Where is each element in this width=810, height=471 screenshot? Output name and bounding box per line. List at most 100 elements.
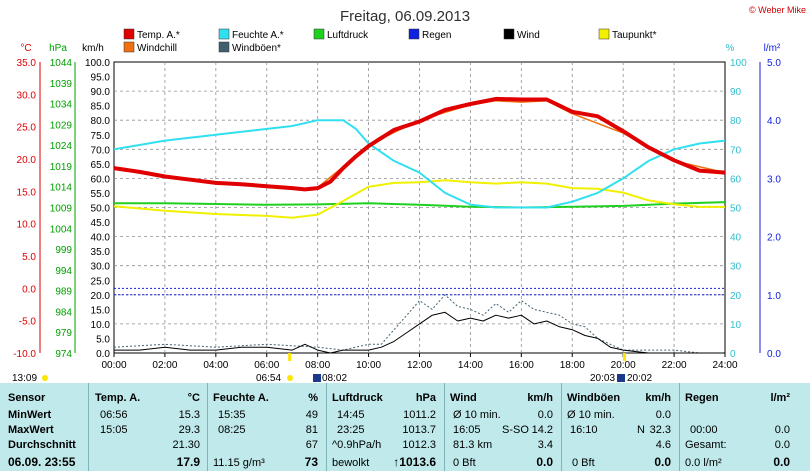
temp-axis-unit: °C [20, 43, 31, 54]
gust-current-value: 0.0 [654, 455, 671, 469]
row-max-label: MaxWert [8, 424, 54, 436]
rain-tick-label: 0.0 [767, 349, 781, 360]
legend-label: Wind [517, 30, 540, 41]
gust-min-value: 0.0 [655, 409, 671, 421]
pct-tick-label: 10 [730, 320, 742, 331]
row-min-label: MinWert [8, 409, 52, 421]
temp-tick-label: 15.0 [17, 187, 37, 198]
rain-max-time: 00:00 [690, 424, 718, 436]
temp-min-time: 06:56 [100, 409, 128, 421]
pct-tick-label: 70 [730, 145, 742, 156]
hum-header: Feuchte A. [213, 392, 269, 404]
series-line-luftdruck [114, 201, 726, 209]
wind-max-value: 14.2 [531, 424, 553, 436]
legend-label: Temp. A.* [137, 30, 180, 41]
legend-swatch [408, 28, 420, 40]
rain-tick-label: 5.0 [767, 58, 781, 69]
temp-tick-label: 35.0 [17, 58, 37, 69]
hum-max-value: 81 [305, 424, 318, 436]
rain-header: Regen [685, 392, 719, 404]
press-avg-value: 1012.3 [402, 439, 436, 451]
temp-tick-label: 5.0 [22, 252, 36, 263]
x-tick-label: 14:00 [458, 360, 483, 371]
x-tick-label: 18:00 [560, 360, 585, 371]
hpa-tick-label: 1009 [50, 204, 73, 215]
kmh-tick-label: 75.0 [91, 131, 111, 142]
wind-avg-value: 3.4 [537, 439, 553, 451]
temp-tick-label: 0.0 [22, 284, 36, 295]
rain-tick-label: 4.0 [767, 116, 781, 127]
axis-ticks: 35.0 30.0 25.0 20.0 15.0 10.0 5.0 0.0 -5.0 -10.0 1… [13, 58, 781, 371]
wind-max-dir: S-SO [502, 424, 529, 436]
left-sun-icon [42, 375, 48, 381]
kmh-tick-label: 85.0 [91, 102, 111, 113]
wind-min-label: Ø 10 min. [453, 409, 501, 421]
hpa-tick-label: 999 [55, 245, 72, 256]
kmh-tick-label: 60.0 [91, 174, 111, 185]
kmh-tick-label: 20.0 [91, 291, 111, 302]
hum-min-value: 49 [305, 409, 318, 421]
col-divider [679, 383, 680, 471]
hpa-tick-label: 1029 [50, 120, 73, 131]
legend-swatch [503, 28, 515, 40]
row-avg-label: Durchschnitt [8, 439, 76, 451]
kmh-tick-label: 10.0 [91, 320, 111, 331]
moon-icon [313, 374, 321, 382]
press-current-value: ↑1013.6 [393, 455, 436, 469]
press-min-time: 14:45 [337, 409, 365, 421]
pct-tick-label: 0 [730, 349, 736, 360]
col-divider [88, 383, 89, 471]
kmh-tick-label: 40.0 [91, 233, 111, 244]
hum-abs-value: 11.15 g/m³ [213, 457, 265, 469]
wind-current-value: 0.0 [536, 455, 553, 469]
col-divider [561, 383, 562, 471]
hum-current-value: 73 [304, 455, 318, 469]
wind-header: Wind [450, 392, 477, 404]
wind-max-time: 16:05 [453, 424, 481, 436]
kmh-tick-label: 90.0 [91, 87, 111, 98]
hpa-tick-label: 1024 [50, 141, 73, 152]
pct-tick-label: 50 [730, 204, 742, 215]
sensor-header: Sensor [8, 392, 46, 404]
gust-max-value: 32.3 [649, 424, 671, 436]
moonset-icon [617, 374, 625, 382]
legend-label: Feuchte A.* [232, 30, 284, 41]
x-tick-label: 24:00 [712, 360, 737, 371]
series-line-taupunkt [113, 179, 725, 219]
rain-max-value: 0.0 [774, 424, 790, 436]
rain-tick-label: 2.0 [767, 233, 781, 244]
x-tick-label: 22:00 [662, 360, 687, 371]
kmh-axis-unit: km/h [82, 43, 104, 54]
temp-avg-value: 21.30 [172, 439, 200, 451]
kmh-tick-label: 80.0 [91, 116, 111, 127]
sunrise-time: 06:54 [256, 373, 281, 383]
x-tick-label: 02:00 [152, 360, 177, 371]
temp-max-value: 29.3 [178, 424, 200, 436]
press-trend: ^0.9hPa/h [332, 439, 382, 451]
legend-swatch [218, 41, 230, 53]
legend-label: Regen [422, 30, 451, 41]
kmh-tick-label: 45.0 [91, 218, 111, 229]
hpa-tick-label: 989 [55, 287, 72, 298]
kmh-tick-label: 100.0 [85, 58, 110, 69]
wind-min-value: 0.0 [537, 409, 553, 421]
hpa-tick-label: 974 [55, 349, 72, 360]
hpa-tick-label: 1034 [50, 100, 73, 111]
x-tick-label: 04:00 [203, 360, 228, 371]
press-min-value: 1011.2 [403, 409, 436, 421]
press-header: Luftdruck [332, 392, 383, 404]
kmh-tick-label: 95.0 [91, 73, 111, 84]
sun-markers: 06:54 08:02 20:03 20:02 13:09 [12, 373, 652, 383]
rain-tick-label: 1.0 [767, 291, 781, 302]
rain-axis-unit: l/m² [764, 43, 781, 54]
rain-total-label: Gesamt: [685, 439, 727, 451]
kmh-tick-label: 5.0 [96, 334, 110, 345]
rain-total-value: 0.0 [774, 439, 790, 451]
x-tick-label: 00:00 [101, 360, 126, 371]
temp-tick-label: -10.0 [13, 349, 36, 360]
hpa-tick-label: 994 [55, 266, 72, 277]
x-tick-label: 06:00 [254, 360, 279, 371]
col-divider [326, 383, 327, 471]
legend-label: Taupunkt* [612, 30, 657, 41]
sunset-time: 20:03 [590, 373, 615, 383]
